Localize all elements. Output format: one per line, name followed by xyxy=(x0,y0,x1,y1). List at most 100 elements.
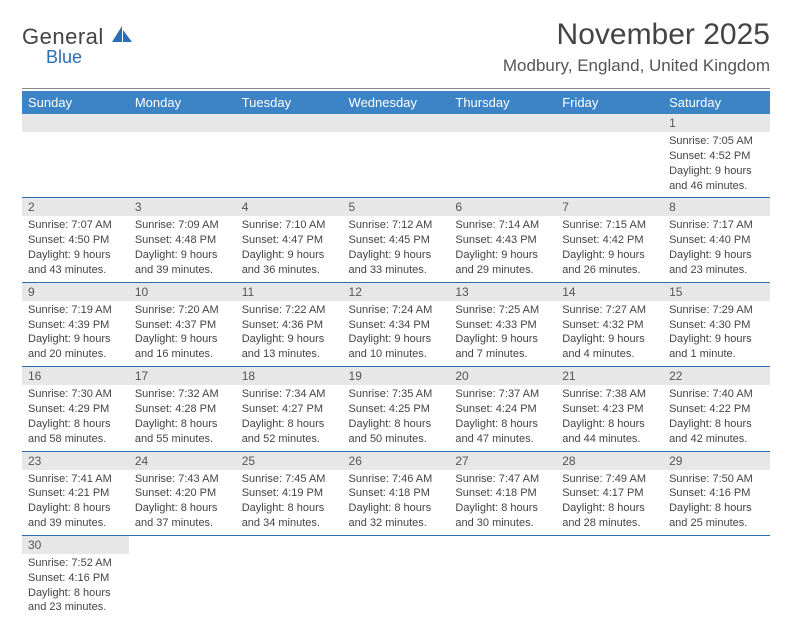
sunset-text: Sunset: 4:23 PM xyxy=(562,402,657,417)
day-details: Sunrise: 7:38 AMSunset: 4:23 PMDaylight:… xyxy=(556,385,663,450)
daylight-text: Daylight: 9 hours and 16 minutes. xyxy=(135,332,230,362)
calendar-day-cell xyxy=(663,535,770,619)
day-details: Sunrise: 7:14 AMSunset: 4:43 PMDaylight:… xyxy=(449,216,556,281)
daylight-text: Daylight: 9 hours and 26 minutes. xyxy=(562,248,657,278)
sunset-text: Sunset: 4:43 PM xyxy=(455,233,550,248)
day-details: Sunrise: 7:49 AMSunset: 4:17 PMDaylight:… xyxy=(556,470,663,535)
sunrise-text: Sunrise: 7:35 AM xyxy=(349,387,444,402)
sunrise-text: Sunrise: 7:25 AM xyxy=(455,303,550,318)
daylight-text: Daylight: 8 hours and 39 minutes. xyxy=(28,501,123,531)
calendar-day-cell: 3Sunrise: 7:09 AMSunset: 4:48 PMDaylight… xyxy=(129,198,236,282)
day-number: 20 xyxy=(449,367,556,385)
logo-text-main: General xyxy=(22,24,104,49)
day-details: Sunrise: 7:17 AMSunset: 4:40 PMDaylight:… xyxy=(663,216,770,281)
day-number: 7 xyxy=(556,198,663,216)
calendar-day-cell: 23 Sunrise: 7:41 AMSunset: 4:21 PMDayligh… xyxy=(22,451,129,535)
calendar-day-cell: 16Sunrise: 7:30 AMSunset: 4:29 PMDayligh… xyxy=(22,367,129,451)
day-details: Sunrise: 7:24 AMSunset: 4:34 PMDaylight:… xyxy=(343,301,450,366)
day-number: 23 xyxy=(22,452,129,470)
calendar-day-cell: 21Sunrise: 7:38 AMSunset: 4:23 PMDayligh… xyxy=(556,367,663,451)
sunset-text: Sunset: 4:47 PM xyxy=(242,233,337,248)
sunrise-text: Sunrise: 7:29 AM xyxy=(669,303,764,318)
daylight-text: Daylight: 8 hours and 28 minutes. xyxy=(562,501,657,531)
day-details: Sunrise: 7:22 AMSunset: 4:36 PMDaylight:… xyxy=(236,301,343,366)
sunrise-text: Sunrise: 7:47 AM xyxy=(455,472,550,487)
sunset-text: Sunset: 4:39 PM xyxy=(28,318,123,333)
calendar-week-row: 30Sunrise: 7:52 AMSunset: 4:16 PMDayligh… xyxy=(22,535,770,619)
sunset-text: Sunset: 4:50 PM xyxy=(28,233,123,248)
sunset-text: Sunset: 4:18 PM xyxy=(455,486,550,501)
calendar-day-cell: 25Sunrise: 7:45 AMSunset: 4:19 PMDayligh… xyxy=(236,451,343,535)
month-title: November 2025 xyxy=(503,18,770,52)
sunrise-text: Sunrise: 7:10 AM xyxy=(242,218,337,233)
sunset-text: Sunset: 4:27 PM xyxy=(242,402,337,417)
calendar-day-cell: 27Sunrise: 7:47 AMSunset: 4:18 PMDayligh… xyxy=(449,451,556,535)
calendar-day-cell: 20 Sunrise: 7:37 AMSunset: 4:24 PMDayligh… xyxy=(449,367,556,451)
day-number: 1 xyxy=(663,114,770,132)
sunset-text: Sunset: 4:16 PM xyxy=(669,486,764,501)
empty-day-bar xyxy=(22,114,129,132)
sunrise-text: Sunrise: 7:14 AM xyxy=(455,218,550,233)
calendar-table: SundayMondayTuesdayWednesdayThursdayFrid… xyxy=(22,91,770,619)
calendar-body: 1Sunrise: 7:05 AMSunset: 4:52 PMDaylight… xyxy=(22,114,770,619)
sunset-text: Sunset: 4:45 PM xyxy=(349,233,444,248)
day-number: 18 xyxy=(236,367,343,385)
sunrise-text: Sunrise: 7:24 AM xyxy=(349,303,444,318)
calendar-day-cell xyxy=(236,535,343,619)
daylight-text: Daylight: 9 hours and 23 minutes. xyxy=(669,248,764,278)
calendar-day-cell: 28Sunrise: 7:49 AMSunset: 4:17 PMDayligh… xyxy=(556,451,663,535)
calendar-day-cell xyxy=(556,535,663,619)
weekday-header: Monday xyxy=(129,91,236,114)
day-details: Sunrise: 7:30 AMSunset: 4:29 PMDaylight:… xyxy=(22,385,129,450)
day-number: 26 xyxy=(343,452,450,470)
day-number: 14 xyxy=(556,283,663,301)
calendar-day-cell: 22Sunrise: 7:40 AMSunset: 4:22 PMDayligh… xyxy=(663,367,770,451)
sunset-text: Sunset: 4:36 PM xyxy=(242,318,337,333)
sunset-text: Sunset: 4:21 PM xyxy=(28,486,123,501)
day-details: Sunrise: 7:46 AMSunset: 4:18 PMDaylight:… xyxy=(343,470,450,535)
weekday-header: Wednesday xyxy=(343,91,450,114)
daylight-text: Daylight: 8 hours and 37 minutes. xyxy=(135,501,230,531)
sunset-text: Sunset: 4:22 PM xyxy=(669,402,764,417)
calendar-day-cell: 11Sunrise: 7:22 AMSunset: 4:36 PMDayligh… xyxy=(236,282,343,366)
calendar-day-cell: 29Sunrise: 7:50 AMSunset: 4:16 PMDayligh… xyxy=(663,451,770,535)
day-details: Sunrise: 7:25 AMSunset: 4:33 PMDaylight:… xyxy=(449,301,556,366)
day-details: Sunrise: 7:52 AMSunset: 4:16 PMDaylight:… xyxy=(22,554,129,619)
day-number: 11 xyxy=(236,283,343,301)
daylight-text: Daylight: 8 hours and 42 minutes. xyxy=(669,417,764,447)
daylight-text: Daylight: 8 hours and 47 minutes. xyxy=(455,417,550,447)
day-number: 9 xyxy=(22,283,129,301)
sunrise-text: Sunrise: 7:45 AM xyxy=(242,472,337,487)
sunset-text: Sunset: 4:37 PM xyxy=(135,318,230,333)
daylight-text: Daylight: 8 hours and 25 minutes. xyxy=(669,501,764,531)
sunrise-text: Sunrise: 7:22 AM xyxy=(242,303,337,318)
sunrise-text: Sunrise: 7:41 AM xyxy=(28,472,123,487)
daylight-text: Daylight: 9 hours and 29 minutes. xyxy=(455,248,550,278)
sunrise-text: Sunrise: 7:49 AM xyxy=(562,472,657,487)
daylight-text: Daylight: 8 hours and 44 minutes. xyxy=(562,417,657,447)
calendar-day-cell: 30Sunrise: 7:52 AMSunset: 4:16 PMDayligh… xyxy=(22,535,129,619)
day-number: 30 xyxy=(22,536,129,554)
day-details: Sunrise: 7:15 AMSunset: 4:42 PMDaylight:… xyxy=(556,216,663,281)
weekday-header: Sunday xyxy=(22,91,129,114)
day-details: Sunrise: 7:05 AMSunset: 4:52 PMDaylight:… xyxy=(663,132,770,197)
sunrise-text: Sunrise: 7:50 AM xyxy=(669,472,764,487)
day-number: 24 xyxy=(129,452,236,470)
calendar-day-cell: 7Sunrise: 7:15 AMSunset: 4:42 PMDaylight… xyxy=(556,198,663,282)
daylight-text: Daylight: 9 hours and 1 minute. xyxy=(669,332,764,362)
daylight-text: Daylight: 9 hours and 7 minutes. xyxy=(455,332,550,362)
day-details: Sunrise: 7:43 AMSunset: 4:20 PMDaylight:… xyxy=(129,470,236,535)
daylight-text: Daylight: 8 hours and 32 minutes. xyxy=(349,501,444,531)
day-number: 2 xyxy=(22,198,129,216)
day-number: 15 xyxy=(663,283,770,301)
day-details: Sunrise: 7:19 AMSunset: 4:39 PMDaylight:… xyxy=(22,301,129,366)
sunset-text: Sunset: 4:18 PM xyxy=(349,486,444,501)
daylight-text: Daylight: 9 hours and 13 minutes. xyxy=(242,332,337,362)
sunrise-text: Sunrise: 7:43 AM xyxy=(135,472,230,487)
daylight-text: Daylight: 9 hours and 4 minutes. xyxy=(562,332,657,362)
location-text: Modbury, England, United Kingdom xyxy=(503,56,770,76)
daylight-text: Daylight: 9 hours and 20 minutes. xyxy=(28,332,123,362)
calendar-day-cell: 13Sunrise: 7:25 AMSunset: 4:33 PMDayligh… xyxy=(449,282,556,366)
sunrise-text: Sunrise: 7:37 AM xyxy=(455,387,550,402)
sunset-text: Sunset: 4:24 PM xyxy=(455,402,550,417)
